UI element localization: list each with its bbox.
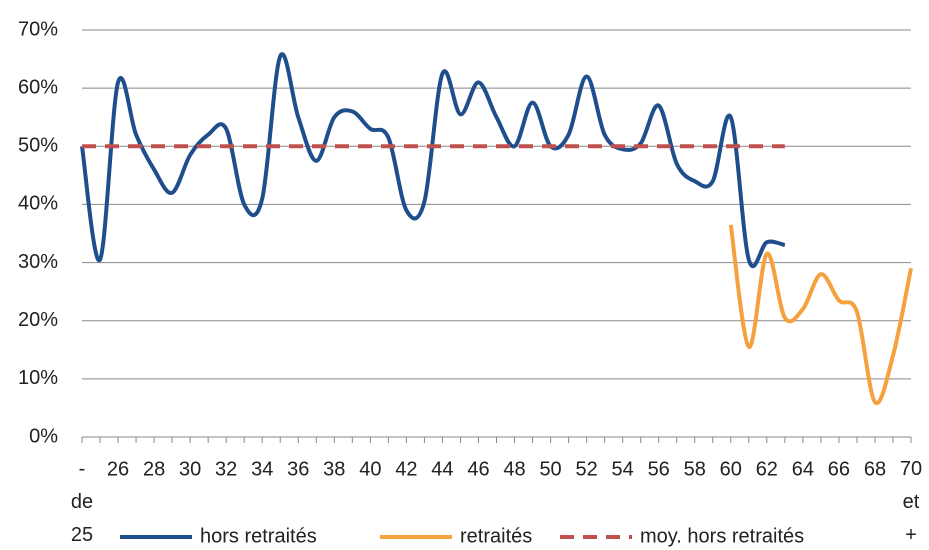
x-tick-label: 52	[575, 458, 597, 480]
x-tick-label: 50	[539, 458, 561, 480]
x-tick-label: 28	[143, 458, 165, 480]
y-tick-label: 60%	[18, 76, 58, 98]
x-tick-label: 68	[864, 458, 886, 480]
y-tick-label: 70%	[18, 18, 58, 40]
x-tick-label: 36	[287, 458, 309, 480]
y-tick-label: 0%	[29, 425, 58, 447]
x-tick-label: 32	[215, 458, 237, 480]
series-line	[80, 52, 786, 269]
x-tick-label: 40	[359, 458, 381, 480]
x-tick-label: 62	[756, 458, 778, 480]
y-tick-label: 20%	[18, 309, 58, 331]
y-tick-label: 50%	[18, 135, 58, 157]
x-tick-label: 26	[107, 458, 129, 480]
x-tick-label: 70 et +	[900, 458, 922, 546]
x-tick-label: 30	[179, 458, 201, 480]
legend-item: retraités	[380, 525, 532, 547]
y-tick-label: 30%	[18, 251, 58, 273]
legend-item: hors retraités	[120, 525, 317, 547]
legend-item: moy. hors retraités	[560, 525, 804, 547]
x-tick-label: 34	[251, 458, 273, 480]
y-tick-label: 10%	[18, 367, 58, 389]
x-tick-label: 38	[323, 458, 345, 480]
x-tick-label: -de 25	[71, 458, 93, 546]
legend-label: hors retraités	[200, 525, 317, 547]
x-tick-label: 54	[612, 458, 634, 480]
x-tick-label: 60	[720, 458, 742, 480]
legend-label: retraités	[460, 525, 532, 547]
x-tick-label: 56	[648, 458, 670, 480]
x-tick-label: 46	[467, 458, 489, 480]
legend-label: moy. hors retraités	[640, 525, 804, 547]
y-tick-label: 40%	[18, 193, 58, 215]
x-tick-label: 58	[684, 458, 706, 480]
x-tick-label: 44	[431, 458, 453, 480]
x-tick-label: 48	[503, 458, 525, 480]
x-tick-label: 66	[828, 458, 850, 480]
series-line	[728, 224, 913, 406]
x-tick-label: 42	[395, 458, 417, 480]
x-tick-label: 64	[792, 458, 814, 480]
